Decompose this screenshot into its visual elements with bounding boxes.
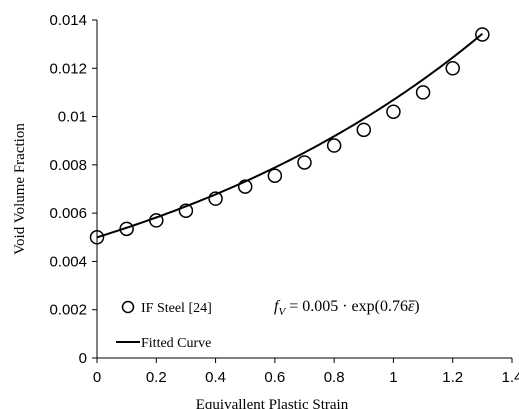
data-point-marker <box>89 230 105 245</box>
y-axis-title: Void Volume Fraction <box>12 123 28 255</box>
formula-close: ) <box>414 298 419 315</box>
x-tick-label: 0 <box>93 369 101 386</box>
x-tick-label: 1 <box>389 369 397 386</box>
data-point-marker <box>415 85 431 100</box>
formula-body: = 0.005 · exp(0.76 <box>285 298 408 315</box>
x-tick-label: 1.2 <box>442 369 463 386</box>
data-point-marker <box>178 203 194 218</box>
formula-subscript: V <box>278 306 286 318</box>
legend-item-data: IF Steel [24] <box>121 300 212 316</box>
x-tick-label: 0.6 <box>264 369 285 386</box>
formula-f: f <box>274 298 281 315</box>
data-point-marker <box>356 122 372 138</box>
y-tick-label: 0.006 <box>49 205 87 222</box>
data-markers <box>89 27 490 245</box>
y-tick-label: 0.002 <box>49 302 87 319</box>
y-tick-label: 0.014 <box>49 12 87 29</box>
legend-label-data: IF Steel [24] <box>141 301 212 316</box>
formula-epsilon: ε <box>408 298 415 315</box>
data-point-marker <box>119 221 134 237</box>
x-tick-label: 0.8 <box>324 369 345 386</box>
y-ticks: 0 0.002 0.004 0.006 0.008 0.01 0.012 0.014 <box>49 12 97 367</box>
legend-label-fit: Fitted Curve <box>141 336 211 351</box>
x-ticks: 0 0.2 0.4 0.6 0.8 1 1.2 1.4 <box>93 358 519 386</box>
x-tick-label: 1.4 <box>502 369 519 386</box>
fitted-curve-line <box>96 33 483 239</box>
data-point-marker <box>326 138 342 153</box>
data-point-marker <box>237 179 253 194</box>
plot-area: 0 0.2 0.4 0.6 0.8 1 1.2 1.4 0 0.002 0.004 0.006 0.0… <box>49 12 519 386</box>
legend-item-fit: Fitted Curve <box>116 336 211 351</box>
x-tick-label: 0.4 <box>205 369 226 386</box>
formula-text: fV = 0.005 · exp(0.76ε) <box>274 298 420 318</box>
y-tick-label: 0.008 <box>49 157 87 174</box>
y-tick-label: 0 <box>79 350 87 367</box>
legend-marker-circle <box>121 300 135 314</box>
y-tick-label: 0.004 <box>49 253 87 270</box>
data-point-marker <box>386 104 401 119</box>
x-axis-title: Equivallent Plastic Strain <box>196 397 349 409</box>
data-point-marker <box>475 27 490 42</box>
y-tick-label: 0.012 <box>49 60 87 77</box>
data-point-marker <box>445 61 460 76</box>
x-tick-label: 0.2 <box>146 369 167 386</box>
data-point-marker <box>297 155 312 170</box>
data-point-marker <box>149 213 164 228</box>
y-tick-label: 0.01 <box>58 109 87 126</box>
axes <box>96 20 512 359</box>
fit-formula-annotation: fV = 0.005 · exp(0.76ε) <box>274 298 420 318</box>
data-point-marker <box>267 168 283 183</box>
legend: IF Steel [24] Fitted Curve <box>116 300 212 351</box>
data-point-marker <box>208 191 223 206</box>
